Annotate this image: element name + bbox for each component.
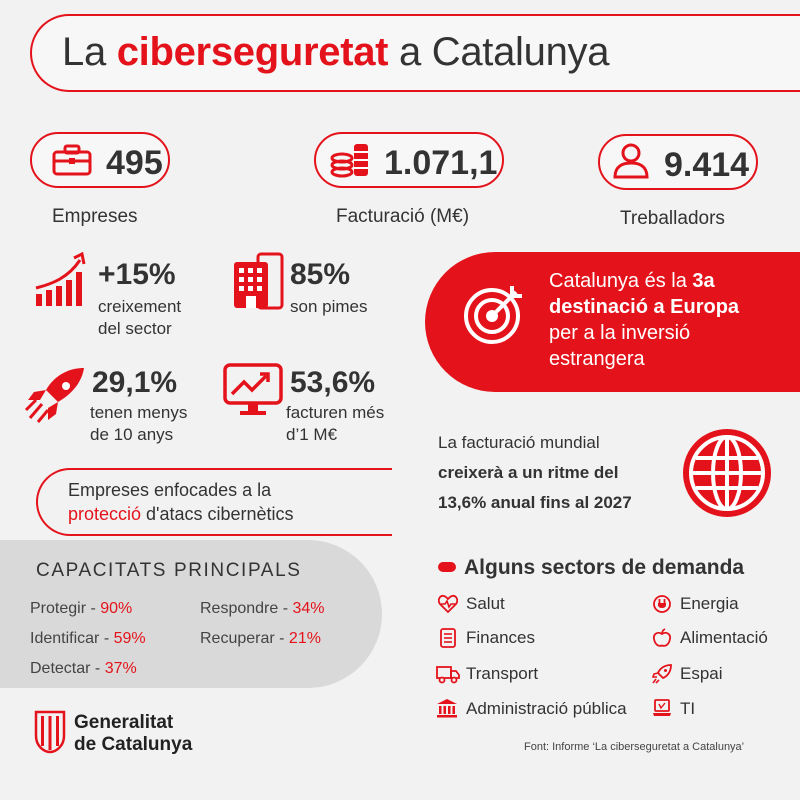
document-list-icon	[440, 628, 456, 648]
sector-espai: Espai	[680, 664, 723, 683]
focus-frame	[36, 468, 392, 536]
stat-empreses-value: 495	[106, 144, 163, 182]
sectors-marker	[438, 562, 456, 572]
stat-revenue-value: 53,6%	[290, 366, 376, 399]
stat-empreses-label: Empreses	[52, 206, 138, 227]
source-note: Font: Informe ‘La ciberseguretat a Catal…	[524, 741, 745, 753]
page-title: La ciberseguretat a Catalunya	[62, 30, 610, 74]
sector-energia: Energia	[680, 594, 739, 613]
capacitat-respondre: Respondre - 34%	[200, 600, 325, 617]
stat-young-line1: tenen menys	[90, 403, 188, 422]
stat-growth-value: +15%	[98, 258, 176, 291]
growth-text: La facturació mundial creixerà a un ritm…	[438, 433, 632, 512]
capacitat-detectar: Detectar - 37%	[30, 660, 137, 677]
sector-ti: TI	[680, 699, 696, 718]
monitor-chart-icon	[223, 363, 283, 415]
target-icon	[464, 286, 522, 344]
generalitat-logo-text: Generalitat de Catalunya	[74, 712, 193, 755]
sector-salut: Salut	[466, 594, 505, 613]
truck-icon	[436, 666, 460, 684]
stat-facturacio-label: Facturació (M€)	[336, 206, 470, 227]
government-building-icon	[437, 699, 457, 718]
sector-administracio: Administració pública	[466, 699, 627, 718]
capacitat-identificar: Identificar - 59%	[30, 630, 146, 647]
rocket-small-icon	[652, 664, 672, 684]
stat-pimes-line1: son pimes	[290, 297, 368, 316]
capacitat-protegir: Protegir - 90%	[30, 600, 133, 617]
sector-finances: Finances	[466, 628, 535, 647]
generalitat-logo-icon	[34, 710, 66, 754]
briefcase-icon	[52, 144, 92, 176]
stat-treballadors-frame	[598, 134, 758, 190]
stat-revenue-line1: facturen més	[286, 403, 385, 422]
stat-revenue-line2: d’1 M€	[286, 425, 338, 444]
stat-young-line2: de 10 anys	[90, 425, 174, 444]
title-frame	[30, 14, 800, 92]
building-icon	[234, 252, 284, 310]
stat-pimes-value: 85%	[290, 258, 351, 291]
capacitats-title: CAPACITATS PRINCIPALS	[36, 560, 302, 581]
stat-facturacio-value: 1.071,1	[384, 144, 498, 182]
sector-alimentacio: Alimentació	[680, 628, 768, 647]
destination-text: Catalunya és la 3a destinació a Europa p…	[549, 270, 740, 370]
destination-banner	[425, 252, 800, 392]
capacitat-recuperar: Recuperar - 21%	[200, 630, 321, 647]
stat-growth-line2: del sector	[98, 319, 172, 338]
capacitats-panel	[0, 540, 382, 688]
person-icon	[613, 143, 649, 179]
sector-transport: Transport	[466, 664, 539, 683]
stat-growth-line1: creixement	[98, 297, 182, 316]
growth-chart-icon	[35, 251, 86, 306]
coins-icon	[330, 144, 368, 178]
heart-pulse-icon	[438, 594, 458, 614]
rocket-icon	[24, 368, 84, 423]
focus-text: Empreses enfocades a la protecció d'atac…	[68, 480, 294, 524]
stat-young-value: 29,1%	[92, 366, 178, 399]
stat-treballadors-value: 9.414	[664, 146, 750, 184]
stat-treballadors-label: Treballadors	[620, 208, 725, 229]
apple-icon	[652, 628, 672, 647]
globe-icon	[683, 429, 771, 517]
plug-icon	[653, 595, 671, 613]
sectors-title: Alguns sectors de demanda	[464, 556, 745, 579]
laptop-icon	[653, 699, 671, 716]
